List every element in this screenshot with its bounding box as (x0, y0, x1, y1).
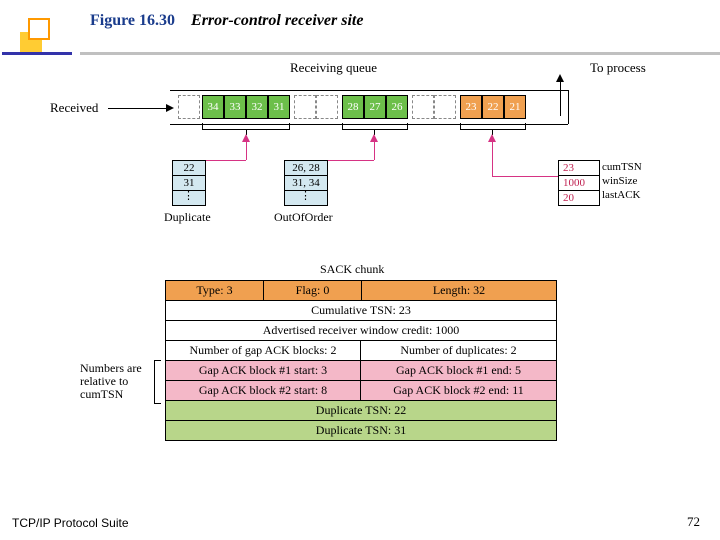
sack-dup2: Duplicate TSN: 31 (166, 421, 556, 440)
sack-gap2-start: Gap ACK block #2 start: 8 (166, 381, 361, 400)
label-duplicate: Duplicate (164, 210, 211, 225)
sack-winsize: Advertised receiver window credit: 1000 (166, 321, 556, 340)
queue-cell: 21 (504, 95, 526, 119)
arrow-received (108, 108, 168, 109)
sack-gap1-end: Gap ACK block #1 end: 5 (361, 361, 556, 380)
side-note: Numbers are relative to cumTSN (80, 362, 142, 401)
queue-gap-cell (412, 95, 434, 119)
arrow-ooo-to-queue (370, 134, 378, 142)
label-sack-chunk: SACK chunk (320, 262, 384, 277)
label-cumtsn: cumTSN (602, 160, 642, 174)
duplicate-box: 22 31 ⋮ (172, 160, 206, 206)
status-lastack: 20 (559, 191, 599, 205)
dots-icon: ⋮ (285, 191, 327, 205)
status-box: 23 1000 20 (558, 160, 600, 206)
ooo-row: 26, 28 (285, 161, 327, 176)
outoforder-box: 26, 28 31, 34 ⋮ (284, 160, 328, 206)
footer-left: TCP/IP Protocol Suite (12, 516, 129, 530)
status-labels: cumTSN winSize lastACK (602, 160, 642, 202)
dots-icon: ⋮ (173, 191, 205, 205)
queue-cell: 22 (482, 95, 504, 119)
sack-gap1-start: Gap ACK block #1 start: 3 (166, 361, 361, 380)
arrow-dup-to-queue (242, 134, 250, 142)
figure-title: Figure 16.30 Error-control receiver site (90, 12, 363, 30)
queue-cell: 33 (224, 95, 246, 119)
queue-cell: 28 (342, 95, 364, 119)
queue-cell: 32 (246, 95, 268, 119)
status-winsize: 1000 (559, 176, 599, 191)
sack-numgap: Number of gap ACK blocks: 2 (166, 341, 361, 360)
sack-length: Length: 32 (362, 281, 556, 300)
sack-gap2-end: Gap ACK block #2 end: 11 (361, 381, 556, 400)
arrow-to-process-v (560, 96, 561, 116)
label-winsize: winSize (602, 174, 642, 188)
queue-top-line (170, 90, 568, 91)
queue-gap-cell (434, 95, 456, 119)
figure-caption: Error-control receiver site (191, 12, 363, 29)
sack-type: Type: 3 (166, 281, 264, 300)
page-number: 72 (687, 514, 700, 530)
label-lastack: lastACK (602, 188, 642, 202)
arrow-to-process-head (556, 74, 564, 82)
label-outoforder: OutOfOrder (274, 210, 333, 225)
queue-cell: 23 (460, 95, 482, 119)
queue-gap-cell (294, 95, 316, 119)
figure-number: Figure 16.30 (90, 12, 175, 29)
queue-cell: 31 (268, 95, 290, 119)
sack-numdup: Number of duplicates: 2 (361, 341, 556, 360)
sack-cumtsn: Cumulative TSN: 23 (166, 301, 556, 320)
dup-row: 31 (173, 176, 205, 191)
label-to-process: To process (590, 60, 646, 76)
ooo-row: 31, 34 (285, 176, 327, 191)
label-received: Received (50, 100, 98, 116)
sack-chunk-table: Type: 3 Flag: 0 Length: 32 Cumulative TS… (165, 280, 557, 441)
dup-row: 22 (173, 161, 205, 176)
queue-gap-cell (316, 95, 338, 119)
diagram-area: Receiving queue To process Received 34 3… (60, 60, 680, 260)
queue-cell: 26 (386, 95, 408, 119)
sack-dup1: Duplicate TSN: 22 (166, 401, 556, 420)
sack-flag: Flag: 0 (264, 281, 362, 300)
arrow-received-head (166, 104, 174, 112)
bracket-icon (154, 360, 161, 404)
queue-gap-cell (178, 95, 200, 119)
status-cumtsn: 23 (559, 161, 599, 176)
queue-cell: 34 (202, 95, 224, 119)
arrow-status-to-queue (488, 134, 496, 142)
queue-bot-line (170, 124, 568, 125)
label-receiving-queue: Receiving queue (290, 60, 377, 76)
queue-cell: 27 (364, 95, 386, 119)
